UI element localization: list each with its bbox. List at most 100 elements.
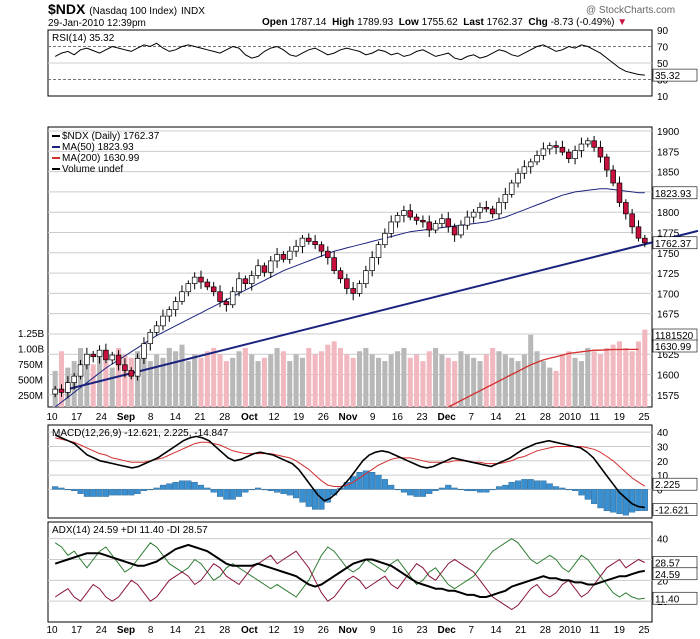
macd-histogram-bar — [96, 489, 103, 497]
adx-right-label: 24.59 — [655, 570, 680, 581]
volume-bar — [433, 347, 439, 407]
candle-body — [394, 215, 401, 223]
low-label: Low — [398, 17, 419, 28]
candle-body — [331, 257, 337, 272]
volume-bar — [122, 354, 128, 407]
price-legend-2: MA(200) 1630.99 — [62, 153, 140, 164]
volume-bar — [591, 351, 597, 407]
volume-bar — [496, 351, 502, 407]
adx-y-tick-2: 20 — [657, 576, 669, 587]
x-axis-label-bottom-14: 16 — [392, 625, 404, 636]
candle-body — [191, 276, 198, 284]
macd-title: MACD(12,26,9) -12.621, 2.225, -14.847 — [52, 428, 229, 439]
volume-bar — [597, 354, 603, 407]
volume-bar — [635, 341, 642, 407]
volume-bar — [407, 357, 413, 407]
candle-body — [242, 278, 249, 284]
macd-histogram-bar — [419, 489, 426, 497]
macd-histogram-bar — [191, 482, 198, 490]
volume-bar — [173, 351, 179, 407]
candle-body — [382, 232, 388, 246]
macd-right-label: -12.621 — [655, 505, 689, 516]
macd-histogram-bar — [559, 487, 566, 490]
macd-y-tick-0: 40 — [657, 428, 669, 439]
candle-body — [553, 145, 559, 148]
volume-bar — [204, 351, 210, 407]
price-y-tick-8: 1700 — [657, 289, 680, 300]
x-axis-label-top-11: 26 — [318, 412, 330, 423]
x-axis-label-top-10: 19 — [293, 412, 305, 423]
price-y-tick-13: 1575 — [657, 391, 680, 402]
candle-body — [585, 140, 591, 145]
volume-bar — [369, 354, 375, 407]
macd-histogram-bar — [616, 489, 623, 514]
volume-bar — [585, 347, 591, 407]
last-value: 1762.37 — [486, 17, 523, 28]
candle-body — [160, 315, 166, 327]
candle-body — [375, 244, 382, 259]
rsi-line — [54, 42, 645, 76]
chg-value: -8.73 (-0.49%) — [550, 17, 615, 28]
last-label: Last — [463, 17, 484, 28]
x-axis-label-bottom-10: 19 — [293, 625, 305, 636]
volume-bar — [553, 370, 559, 407]
x-axis-label-top-8: Oct — [241, 412, 258, 423]
x-axis-label-top-12: Nov — [339, 412, 358, 423]
candle-body — [521, 166, 528, 174]
macd-histogram-bar — [140, 489, 147, 492]
macd-histogram-bar — [464, 489, 471, 492]
down-arrow-icon: ▼ — [617, 17, 628, 28]
candle-body — [496, 202, 502, 215]
volume-bar — [547, 367, 553, 407]
candle-body — [565, 151, 572, 160]
candle-body — [287, 250, 293, 260]
adx-right-label-box — [652, 567, 698, 581]
volume-bar — [230, 357, 236, 407]
volume-bar — [223, 361, 229, 407]
x-axis-label-top-4: 8 — [148, 412, 154, 423]
x-axis-label-top-17: 7 — [469, 412, 475, 423]
volume-bar — [375, 357, 382, 407]
candle-body — [572, 150, 578, 160]
volume-bar — [439, 354, 445, 407]
price-y-tick-0: 1900 — [657, 127, 680, 138]
macd-histogram-bar — [299, 489, 306, 503]
x-axis-label-bottom-5: 14 — [170, 625, 182, 636]
macd-histogram-bar — [280, 489, 287, 494]
symbol-title: $NDX (Nasdaq 100 Index) INDX — [48, 1, 205, 17]
volume-bar — [274, 347, 280, 407]
macd-histogram-bar — [178, 480, 186, 490]
macd-histogram-bar — [58, 487, 65, 490]
x-axis-label-top-14: 16 — [392, 412, 404, 423]
x-axis-label-bottom-8: Oct — [241, 625, 258, 636]
macd-histogram-bar — [603, 489, 610, 512]
macd-histogram-bar — [527, 479, 534, 490]
candle-body — [388, 221, 394, 234]
adx-y-tick-0: 40 — [657, 535, 669, 546]
volume-bar — [616, 341, 623, 407]
datetime: 29-Jan-2010 12:39pm — [48, 18, 146, 29]
volume-bar — [185, 361, 191, 407]
x-axis-label-bottom-15: 23 — [416, 625, 428, 636]
candle-body — [489, 208, 496, 215]
candle-body — [217, 291, 223, 302]
macd-histogram-bar — [71, 489, 78, 492]
x-axis-label-top-19: 21 — [515, 412, 527, 423]
macd-histogram-bar — [483, 489, 490, 493]
volume-y-tick-3: 500M — [18, 376, 43, 387]
volume-bar — [382, 361, 388, 407]
volume-bar — [331, 341, 337, 407]
volume-bar — [116, 347, 122, 407]
volume-bar — [420, 361, 426, 407]
watermark: @ StockCharts.com — [586, 5, 676, 16]
macd-histogram-bar — [407, 489, 414, 496]
volume-bar — [509, 357, 515, 407]
candle-body — [204, 281, 211, 288]
x-axis-label-top-18: 14 — [490, 412, 502, 423]
volume-bar — [166, 347, 172, 407]
volume-bar — [363, 347, 369, 407]
candle-body — [134, 357, 141, 377]
volume-bar — [350, 357, 356, 407]
price-y-tick-7: 1725 — [657, 269, 680, 280]
macd-histogram-bar — [267, 489, 274, 492]
